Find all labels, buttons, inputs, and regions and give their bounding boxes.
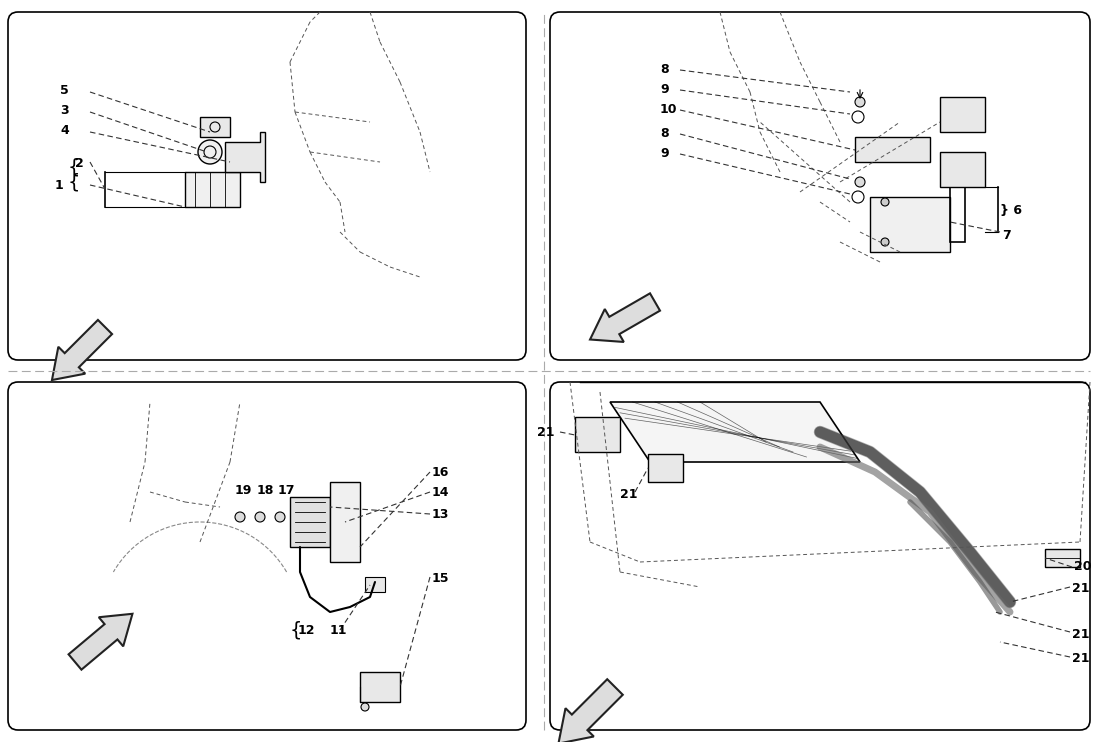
Polygon shape [68, 614, 132, 670]
Circle shape [361, 703, 368, 711]
Bar [330, 482, 360, 562]
Text: {: { [68, 172, 80, 191]
Text: {: { [68, 157, 80, 177]
Polygon shape [52, 320, 112, 380]
Text: 21: 21 [620, 487, 638, 501]
Text: 5: 5 [60, 84, 69, 96]
Text: 13: 13 [432, 508, 450, 520]
Circle shape [235, 512, 245, 522]
Polygon shape [559, 679, 623, 742]
Text: 16: 16 [432, 465, 450, 479]
Bar [365, 577, 385, 592]
Circle shape [881, 238, 889, 246]
Circle shape [855, 177, 865, 187]
Polygon shape [590, 293, 660, 342]
Circle shape [881, 198, 889, 206]
Text: 10: 10 [660, 102, 678, 116]
Text: } 6: } 6 [1000, 203, 1022, 217]
Text: 17: 17 [278, 484, 296, 496]
Text: {: { [290, 620, 303, 640]
Text: 19: 19 [235, 484, 252, 496]
Text: 21: 21 [537, 425, 554, 439]
Text: 9: 9 [660, 82, 669, 96]
Polygon shape [610, 402, 860, 462]
Bar [870, 197, 950, 252]
Bar [360, 672, 400, 702]
Bar [575, 417, 620, 452]
Circle shape [198, 140, 222, 164]
Text: 3: 3 [60, 103, 68, 116]
Text: 14: 14 [432, 485, 450, 499]
Circle shape [855, 97, 865, 107]
Bar [648, 454, 683, 482]
Bar [200, 117, 230, 137]
Bar [185, 172, 240, 207]
Text: 21: 21 [1072, 652, 1089, 666]
Text: 18: 18 [257, 484, 274, 496]
Text: 20: 20 [1074, 560, 1091, 574]
Bar [1045, 549, 1080, 567]
Circle shape [336, 507, 345, 517]
Bar [940, 97, 984, 132]
Bar [290, 497, 330, 547]
Bar [855, 137, 930, 162]
Bar [950, 182, 965, 242]
Text: 7: 7 [1002, 229, 1011, 241]
Circle shape [336, 527, 345, 537]
Bar [940, 152, 984, 187]
Text: 1: 1 [55, 179, 64, 191]
Text: 2: 2 [75, 157, 84, 169]
Text: 12: 12 [298, 623, 316, 637]
Text: 9: 9 [660, 146, 669, 160]
Circle shape [255, 512, 265, 522]
Text: 8: 8 [660, 126, 669, 139]
Text: 21: 21 [1072, 628, 1089, 640]
Text: 8: 8 [660, 62, 669, 76]
Polygon shape [226, 132, 265, 182]
Text: 11: 11 [330, 623, 348, 637]
Text: 15: 15 [432, 573, 450, 585]
Text: 4: 4 [60, 123, 69, 137]
Circle shape [275, 512, 285, 522]
Text: 21: 21 [1072, 582, 1089, 596]
